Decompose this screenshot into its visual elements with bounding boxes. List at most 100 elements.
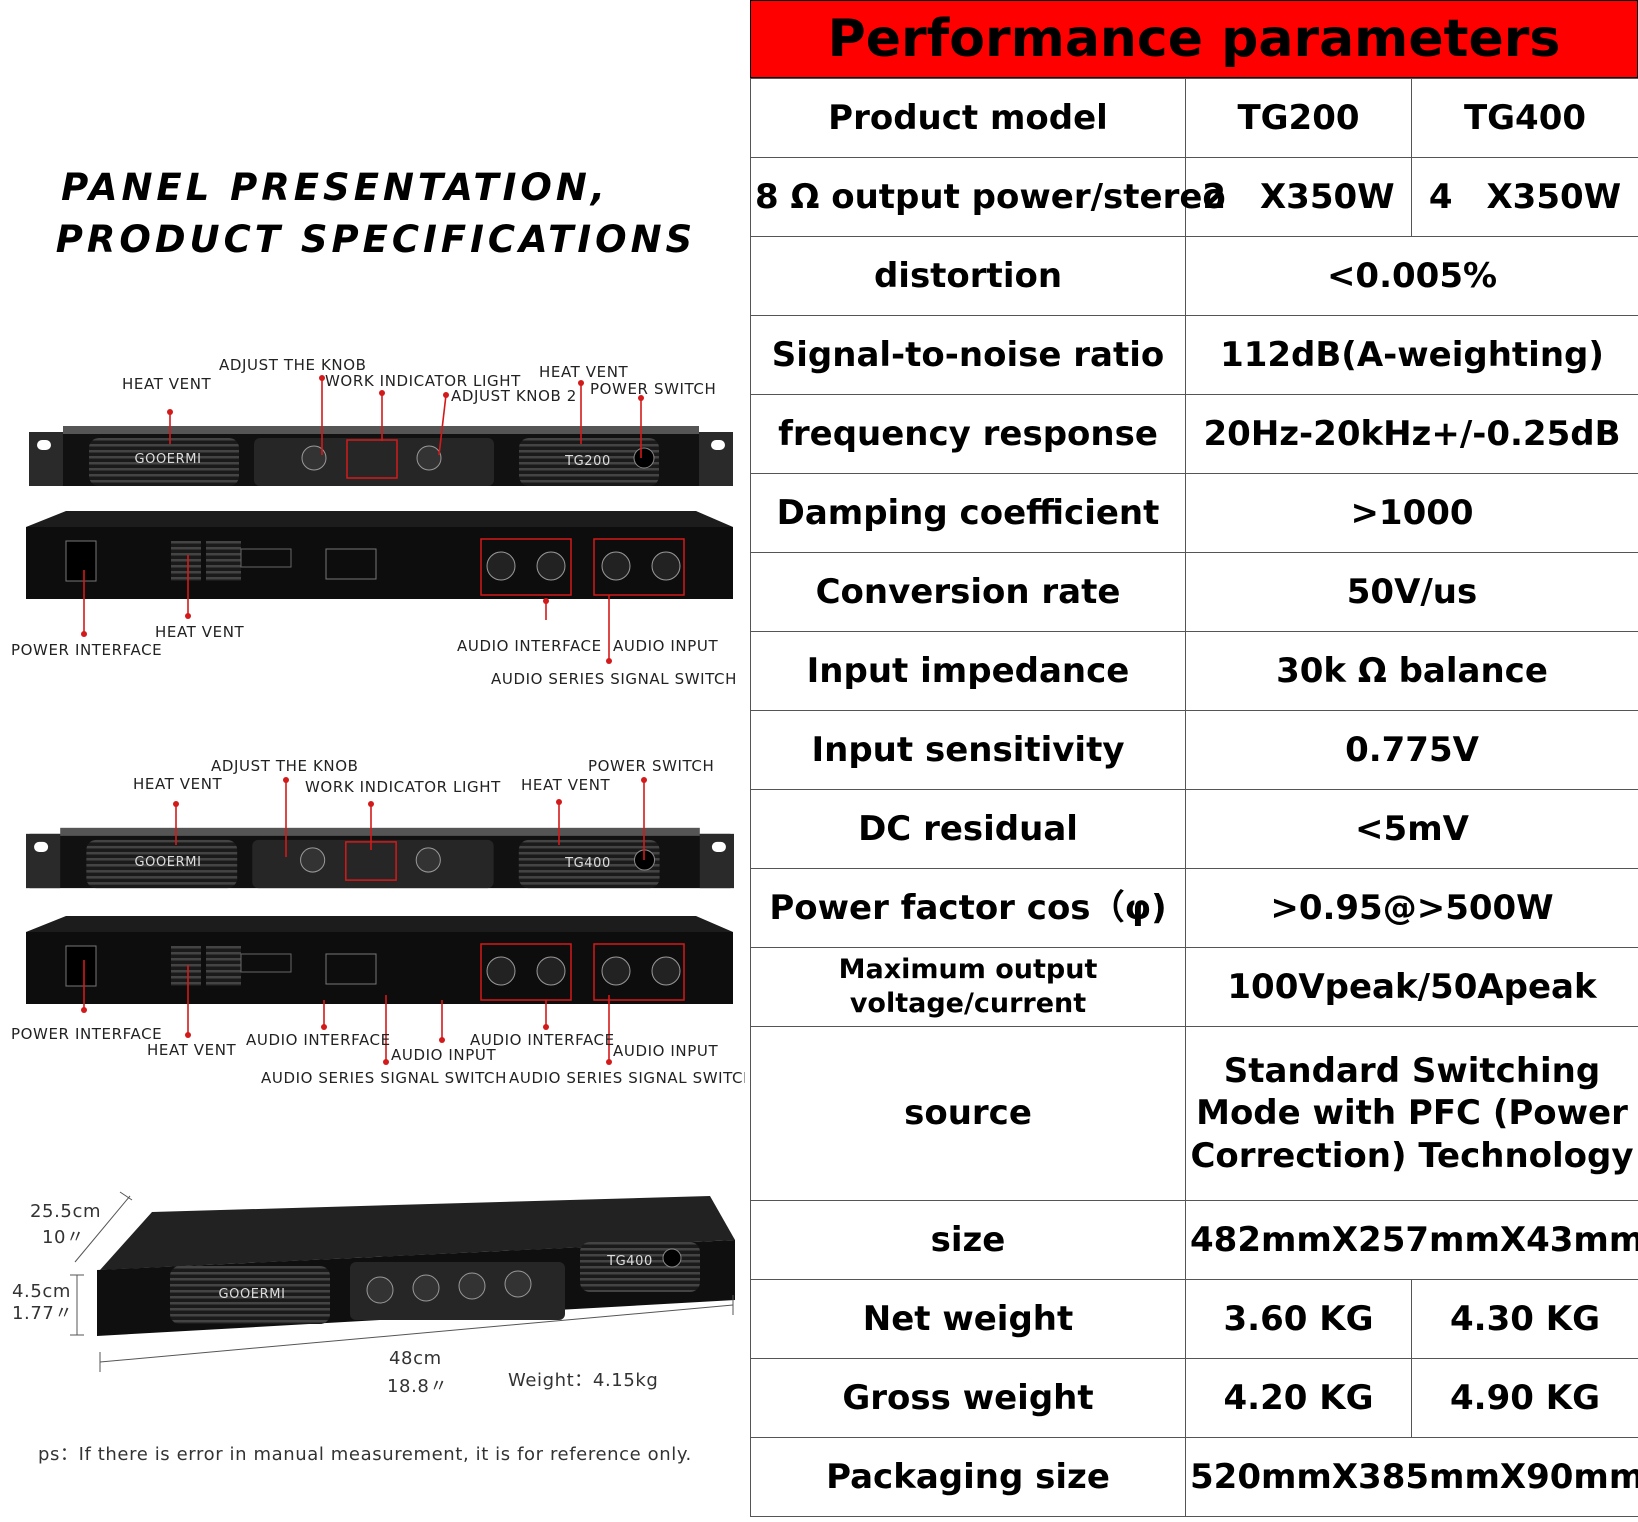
callout: HEAT VENT	[521, 776, 611, 794]
parameter-name: Maximum output voltage/current	[750, 947, 1186, 1027]
parameter-name: Power factor cos（φ)	[750, 868, 1186, 948]
leader-lines	[81, 375, 644, 664]
product-panels: PANEL PRESENTATION, PRODUCT SPECIFICATIO…	[11, 166, 745, 1465]
parameter-value: >1000	[1185, 473, 1638, 553]
spec-table: Performance parameters Product model TG20…	[750, 0, 1638, 1517]
leader-lines	[81, 777, 647, 1065]
callout: HEAT VENT	[147, 1041, 237, 1059]
parameter-name: Signal-to-noise ratio	[750, 315, 1186, 395]
parameter-value: 20Hz-20kHz+/-0.25dB	[1185, 394, 1638, 474]
dimension: 4.5cm	[12, 1281, 71, 1302]
model: TG200	[564, 454, 611, 469]
table-row: frequency response 20Hz-20kHz+/-0.25dB	[750, 394, 1638, 474]
parameter-value: TG400	[1411, 78, 1638, 158]
parameter-value: Standard Switching Mode with PFC (Power …	[1185, 1026, 1638, 1201]
product-perspective	[70, 1191, 735, 1372]
parameter-name: distortion	[750, 236, 1186, 316]
parameter-value: 482mmX257mmX43mm	[1185, 1200, 1638, 1280]
table-row: Packaging size 520mmX385mmX90mm	[750, 1437, 1638, 1517]
parameter-name: Net weight	[750, 1279, 1186, 1359]
dimension: 48cm	[389, 1348, 442, 1369]
parameter-value: 3.60 KG	[1185, 1279, 1412, 1359]
callout: HEAT VENT	[133, 775, 223, 793]
weight: Weight：4.15kg	[508, 1370, 658, 1391]
brand: GOOERMI	[134, 855, 201, 870]
parameter-name: Conversion rate	[750, 552, 1186, 632]
callout: AUDIO INPUT	[391, 1046, 496, 1064]
parameter-value: 0.775V	[1185, 710, 1638, 790]
callout: POWER SWITCH	[588, 757, 714, 775]
callout: WORK INDICATOR LIGHT	[325, 372, 521, 390]
callout: POWER SWITCH	[590, 380, 716, 398]
table-row: Input impedance 30k Ω balance	[750, 631, 1638, 711]
parameter-value: 100Vpeak/50Apeak	[1185, 947, 1638, 1027]
parameter-value: 112dB(A-weighting)	[1185, 315, 1638, 395]
callout: HEAT VENT	[155, 623, 245, 641]
parameter-value: 2 X350W	[1185, 157, 1412, 237]
model: TG400	[606, 1254, 653, 1269]
note: ps：If there is error in manual measureme…	[38, 1444, 692, 1465]
parameter-name: Input impedance	[750, 631, 1186, 711]
table-row: Signal-to-noise ratio 112dB(A-weighting)	[750, 315, 1638, 395]
parameter-name: Damping coefficient	[750, 473, 1186, 553]
parameter-value: 4.20 KG	[1185, 1358, 1412, 1438]
parameter-value: 30k Ω balance	[1185, 631, 1638, 711]
dimension: 18.8〃	[387, 1376, 448, 1397]
dimension: 10〃	[42, 1227, 85, 1248]
parameter-name: DC residual	[750, 789, 1186, 869]
callout: AUDIO INPUT	[613, 1042, 718, 1060]
front-panel	[26, 827, 734, 889]
model: TG400	[564, 856, 611, 871]
table: Product model TG200 TG400 8 Ω output power/…	[750, 78, 1638, 1517]
callout: ADJUST THE KNOB	[219, 356, 367, 374]
parameter-name: Gross weight	[750, 1358, 1186, 1438]
callout: AUDIO SERIES SIGNAL SWITCH	[261, 1069, 507, 1087]
callout: AUDIO SERIES SIGNAL SWITCH	[491, 670, 737, 688]
title-line: PRODUCT SPECIFICATIONS	[56, 218, 696, 261]
dimension: 25.5cm	[30, 1201, 101, 1222]
brand: GOOERMI	[218, 1287, 285, 1302]
parameter-value: TG200	[1185, 78, 1412, 158]
table-row: Maximum output voltage/current 100Vpeak/5…	[750, 947, 1638, 1027]
rear-panel	[26, 915, 733, 1005]
rear-panel	[26, 511, 733, 600]
table-row: distortion <0.005%	[750, 236, 1638, 316]
parameter-name: 8 Ω output power/stereo	[750, 157, 1226, 237]
callout: ADJUST THE KNOB	[211, 757, 359, 775]
callout: AUDIO INTERFACE	[246, 1031, 391, 1049]
parameter-value: 4.90 KG	[1411, 1358, 1638, 1438]
parameter-name: Input sensitivity	[750, 710, 1186, 790]
table-row: Gross weight 4.20 KG 4.90 KG	[750, 1358, 1638, 1438]
callout: AUDIO INPUT	[613, 637, 718, 655]
table-row: 8 Ω output power/stereo 2 X350W 4 X350W	[750, 157, 1638, 237]
parameter-name: source	[750, 1026, 1186, 1201]
parameter-value: <0.005%	[1185, 236, 1638, 316]
callout: HEAT VENT	[122, 375, 212, 393]
table-title: Performance parameters	[750, 0, 1638, 78]
parameter-value: >0.95@>500W	[1185, 868, 1638, 948]
parameter-value: 50V/us	[1185, 552, 1638, 632]
dimension: 1.77〃	[12, 1303, 73, 1324]
callout: WORK INDICATOR LIGHT	[305, 778, 501, 796]
parameter-name: Packaging size	[750, 1437, 1186, 1517]
table-row: source Standard Switching Mode with PFC (…	[750, 1026, 1638, 1201]
parameter-value: 4.30 KG	[1411, 1279, 1638, 1359]
callout: POWER INTERFACE	[11, 641, 162, 659]
callout: AUDIO INTERFACE	[457, 637, 602, 655]
table-row: Input sensitivity 0.775V	[750, 710, 1638, 790]
table-row: Product model TG200 TG400	[750, 78, 1638, 158]
parameter-value: <5mV	[1185, 789, 1638, 869]
parameter-name: Product model	[750, 78, 1186, 158]
parameter-name: size	[750, 1200, 1186, 1280]
brand: GOOERMI	[134, 452, 201, 467]
callout: POWER INTERFACE	[11, 1025, 162, 1043]
callout: HEAT VENT	[539, 363, 629, 381]
callout: ADJUST KNOB 2	[451, 387, 577, 405]
parameter-value: 4 X350W	[1411, 157, 1638, 237]
table-row: size 482mmX257mmX43mm	[750, 1200, 1638, 1280]
callout: AUDIO SERIES SIGNAL SWITCH	[509, 1069, 745, 1087]
title-line: PANEL PRESENTATION,	[61, 166, 609, 209]
table-row: Conversion rate 50V/us	[750, 552, 1638, 632]
table-row: Net weight 3.60 KG 4.30 KG	[750, 1279, 1638, 1359]
